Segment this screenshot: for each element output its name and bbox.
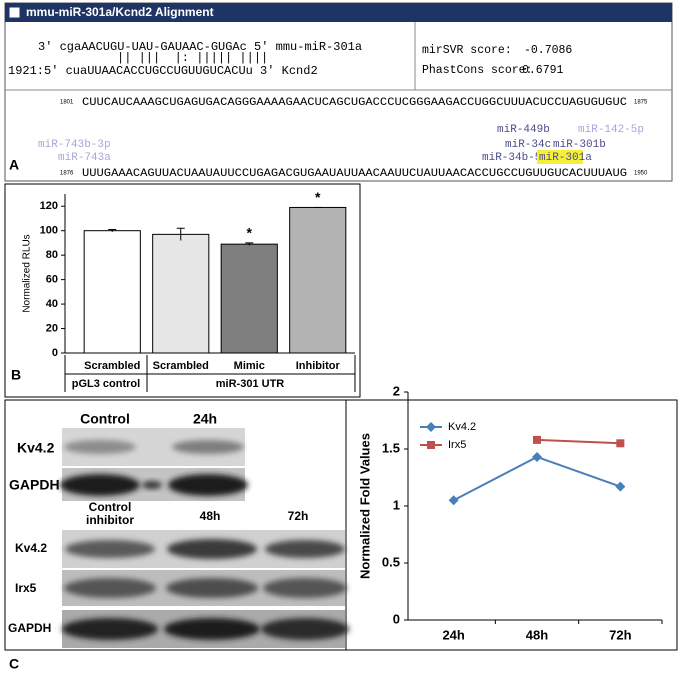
y-axis-label: Normalized Fold Values xyxy=(357,433,372,579)
blot-band xyxy=(166,578,258,598)
blot-row: Kv4.2 xyxy=(17,440,55,456)
mirna: miR-301a xyxy=(539,152,592,164)
error-bar xyxy=(245,242,254,246)
significance: * xyxy=(247,225,253,241)
seq-end: 1950 xyxy=(634,171,648,177)
title-bar xyxy=(5,3,672,22)
point xyxy=(615,481,626,492)
legend-label: Kv4.2 xyxy=(448,421,476,433)
panel-label: B xyxy=(11,367,21,383)
y-tick-label: 40 xyxy=(46,298,58,310)
blot-band xyxy=(64,578,156,598)
blot-row: Kv4.2 xyxy=(15,541,47,555)
x-tick-label: 24h xyxy=(442,627,464,642)
panel-label: A xyxy=(9,157,19,173)
score-value: 0.6791 xyxy=(522,64,564,77)
bar xyxy=(220,243,278,354)
seq-start: 1801 xyxy=(60,100,74,106)
mirna: miR-301b xyxy=(553,139,606,151)
bar xyxy=(289,206,347,354)
blot-band xyxy=(172,440,244,454)
mirna: miR-34b-5p xyxy=(482,152,548,164)
sequence: CUUCAUCAAAGCUGAGUGACAGGGAAAAGAACUCAGCUGA… xyxy=(82,97,627,109)
x-tick-label: 72h xyxy=(609,627,631,642)
score-label: PhastCons score: xyxy=(422,64,532,77)
blot-row: GAPDH xyxy=(9,477,60,493)
point xyxy=(616,439,625,448)
blot-band xyxy=(261,618,349,640)
blot-band xyxy=(62,618,158,640)
x-tick-label: Mimic xyxy=(234,360,265,372)
blot-column: Control xyxy=(89,500,132,514)
x-tick-label: 48h xyxy=(526,627,548,642)
panel-a-title: mmu-miR-301a/Kcnd2 Alignment xyxy=(26,5,214,19)
mirna: miR-743b-3p xyxy=(38,139,111,151)
panel-label: C xyxy=(9,656,19,672)
y-tick-label: 100 xyxy=(40,225,58,237)
error-bar xyxy=(176,227,185,241)
mirna: miR-142-5p xyxy=(578,124,644,136)
highlight xyxy=(537,150,583,164)
bar xyxy=(152,233,210,354)
seq-start: 1876 xyxy=(60,171,74,177)
blot-row: Irx5 xyxy=(15,581,37,595)
alignment-line: 1921:5' cuaUUAACACCUGCCUGUUGUCACUu 3' Kc… xyxy=(8,64,318,78)
x-tick-label: Inhibitor xyxy=(296,360,341,372)
y-tick-label: 120 xyxy=(40,200,58,212)
y-tick-label: 0.5 xyxy=(382,554,400,569)
mirna: miR-34c xyxy=(505,139,551,151)
mirna: miR-743a xyxy=(58,152,111,164)
blot-band xyxy=(168,474,248,496)
point xyxy=(533,435,541,444)
blot-band xyxy=(164,618,260,640)
y-axis-label: Normalized RLUs xyxy=(22,234,33,312)
series-line xyxy=(536,438,621,445)
blot-band xyxy=(64,440,136,454)
legend-label: Irx5 xyxy=(448,439,466,451)
x-tick-label: Scrambled xyxy=(153,360,209,372)
y-tick-label: 60 xyxy=(46,274,58,286)
seq-end: 1875 xyxy=(634,100,648,106)
sequence: UUUGAAACAGUUACUAAUAUUCCUGAGACGUGAAUAUUAA… xyxy=(82,168,627,180)
blot-column: 24h xyxy=(193,411,217,427)
panel-b-frame xyxy=(4,183,361,398)
error-bar xyxy=(108,228,117,232)
blot-column: 72h xyxy=(288,509,309,523)
point xyxy=(532,451,542,462)
point xyxy=(448,495,459,506)
score-label: mirSVR score: xyxy=(422,44,512,57)
y-tick-label: 1.5 xyxy=(382,440,400,455)
blot-band xyxy=(265,540,345,558)
blot-column: inhibitor xyxy=(86,513,134,527)
legend-marker xyxy=(427,441,435,449)
blot-column: 48h xyxy=(200,509,221,523)
score-value: -0.7086 xyxy=(524,44,572,57)
bar xyxy=(83,230,141,354)
y-tick-label: 80 xyxy=(46,249,58,261)
y-tick-label: 0 xyxy=(393,611,400,626)
y-tick-label: 0 xyxy=(52,347,58,359)
panel-c-chart-frame xyxy=(345,399,678,651)
blot-band xyxy=(65,540,155,558)
y-tick-label: 2 xyxy=(393,383,400,398)
legend-marker xyxy=(426,422,436,432)
significance: * xyxy=(315,189,321,205)
group-label: miR-301 UTR xyxy=(216,378,285,390)
mirna: miR-449b xyxy=(497,124,550,136)
icon xyxy=(8,6,21,19)
alignment-line: || ||| |: ||||| |||| xyxy=(117,51,268,65)
y-tick-label: 20 xyxy=(46,322,58,334)
blot-column: Control xyxy=(80,411,130,427)
blot-band xyxy=(167,539,257,559)
alignment-line: 3' cgaAACUGU-UAU-GAUAAC-GUGAc 5' mmu-miR… xyxy=(38,40,362,54)
group-label: pGL3 control xyxy=(72,378,140,390)
blot-band xyxy=(263,578,347,598)
blot-band xyxy=(142,481,162,489)
blot-row: GAPDH xyxy=(8,621,51,635)
blot-band xyxy=(60,474,140,496)
x-tick-label: Scrambled xyxy=(84,360,140,372)
y-tick-label: 1 xyxy=(393,497,400,512)
series-line xyxy=(453,455,621,502)
